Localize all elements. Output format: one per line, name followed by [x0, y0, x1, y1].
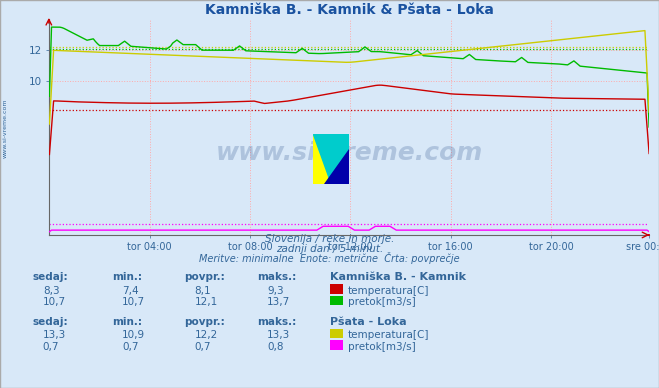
Text: www.si-vreme.com: www.si-vreme.com	[215, 141, 483, 165]
Text: 0,7: 0,7	[43, 342, 59, 352]
Text: Kamniška B. - Kamnik: Kamniška B. - Kamnik	[330, 272, 465, 282]
Polygon shape	[324, 149, 349, 184]
Text: 8,1: 8,1	[194, 286, 211, 296]
Text: min.:: min.:	[112, 317, 142, 327]
Text: 0,8: 0,8	[267, 342, 283, 352]
Text: temperatura[C]: temperatura[C]	[348, 286, 430, 296]
Text: Pšata - Loka: Pšata - Loka	[330, 317, 406, 327]
Title: Kamniška B. - Kamnik & Pšata - Loka: Kamniška B. - Kamnik & Pšata - Loka	[205, 3, 494, 17]
Text: 10,7: 10,7	[43, 297, 66, 307]
Text: 10,9: 10,9	[122, 330, 145, 340]
Text: www.si-vreme.com: www.si-vreme.com	[3, 98, 8, 158]
Polygon shape	[313, 134, 349, 184]
Text: 8,3: 8,3	[43, 286, 59, 296]
Text: min.:: min.:	[112, 272, 142, 282]
Text: maks.:: maks.:	[257, 272, 297, 282]
Text: sedaj:: sedaj:	[33, 317, 69, 327]
Text: 13,7: 13,7	[267, 297, 290, 307]
Text: Slovenija / reke in morje.: Slovenija / reke in morje.	[265, 234, 394, 244]
Polygon shape	[313, 134, 331, 184]
Text: temperatura[C]: temperatura[C]	[348, 330, 430, 340]
Text: zadnji dan / 5 minut.: zadnji dan / 5 minut.	[276, 244, 383, 254]
Text: povpr.:: povpr.:	[185, 317, 225, 327]
Text: 13,3: 13,3	[43, 330, 66, 340]
Text: 12,1: 12,1	[194, 297, 217, 307]
Text: 0,7: 0,7	[194, 342, 211, 352]
Text: sedaj:: sedaj:	[33, 272, 69, 282]
Text: Meritve: minimalne  Enote: metrične  Črta: povprečje: Meritve: minimalne Enote: metrične Črta:…	[199, 252, 460, 264]
Text: pretok[m3/s]: pretok[m3/s]	[348, 297, 416, 307]
Text: 13,3: 13,3	[267, 330, 290, 340]
Text: 10,7: 10,7	[122, 297, 145, 307]
Text: 0,7: 0,7	[122, 342, 138, 352]
Text: 7,4: 7,4	[122, 286, 138, 296]
Text: maks.:: maks.:	[257, 317, 297, 327]
Text: povpr.:: povpr.:	[185, 272, 225, 282]
Text: pretok[m3/s]: pretok[m3/s]	[348, 342, 416, 352]
Text: 12,2: 12,2	[194, 330, 217, 340]
Text: 9,3: 9,3	[267, 286, 283, 296]
